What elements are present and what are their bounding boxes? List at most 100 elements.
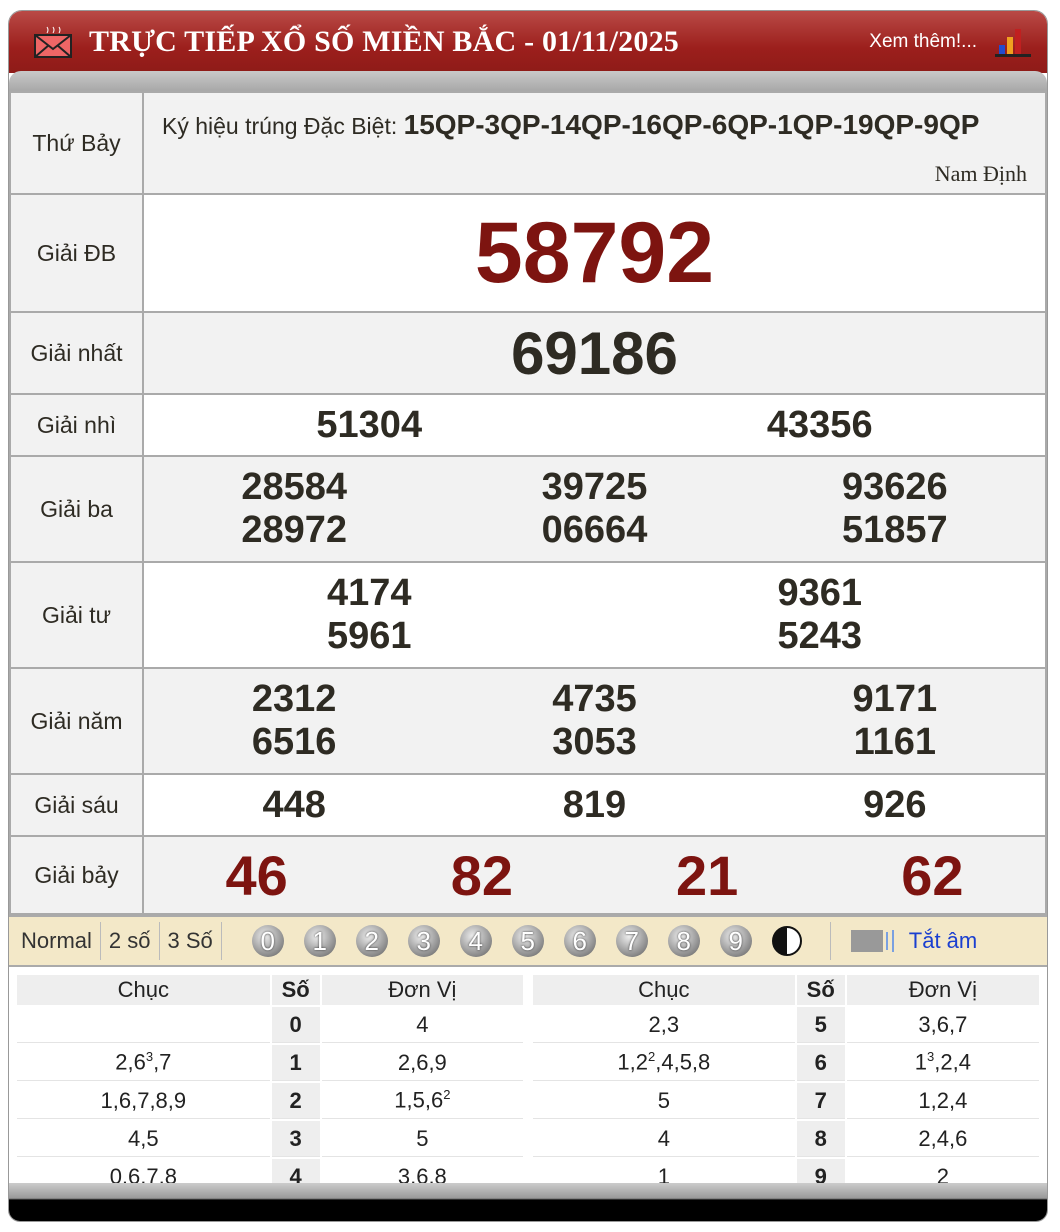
digit-ball-3[interactable]: 3	[407, 925, 440, 957]
loto-row: 2,3 5 3,6,7	[533, 1007, 1039, 1043]
prize-number: 58792	[474, 204, 715, 301]
loto-units: 1,2,4	[846, 1083, 1039, 1119]
header: TRỰC TIẾP XỔ SỐ MIỀN BẮC - 01/11/2025 Xe…	[9, 11, 1047, 73]
prize-number: 9171	[852, 678, 938, 720]
results-table: Thứ Bảy Ký hiệu trúng Đặc Biệt: 15QP-3QP…	[9, 91, 1047, 915]
loto-header: Số	[271, 975, 320, 1005]
prize-number: 6516	[251, 721, 337, 763]
prize-label: Giải nhất	[9, 311, 144, 395]
loto-units: 1,5,62	[321, 1083, 523, 1119]
mail-icon	[34, 26, 72, 58]
prize-number: 21	[675, 843, 739, 907]
mute-link[interactable]: Tắt âm	[908, 928, 978, 953]
speaker-icon[interactable]	[850, 928, 897, 954]
prize-number: 9361	[777, 572, 863, 614]
loto-header: Số	[796, 975, 845, 1005]
info-row: Thứ Bảy Ký hiệu trúng Đặc Biệt: 15QP-3QP…	[9, 91, 1047, 195]
prize-label: Giải tư	[9, 561, 144, 669]
loto-digit: 5	[796, 1007, 845, 1043]
prize-number: 62	[901, 843, 964, 907]
prize-row: Giải nhất 69186	[9, 311, 1047, 395]
digit-ball-4[interactable]: 4	[459, 925, 492, 957]
results-panel: TRỰC TIẾP XỔ SỐ MIỀN BẮC - 01/11/2025 Xe…	[8, 10, 1048, 1222]
loto-header: Đơn Vị	[846, 975, 1039, 1005]
digit-ball-8[interactable]: 8	[667, 925, 700, 957]
digit-ball-2[interactable]: 2	[355, 925, 388, 957]
loto-units: 2,4,6	[846, 1121, 1039, 1157]
prize-number: 51857	[841, 509, 948, 551]
prize-number: 4174	[326, 572, 412, 614]
prize-label: Giải năm	[9, 667, 144, 775]
prize-number: 5961	[326, 615, 412, 657]
prize-number: 819	[562, 783, 627, 826]
loto-table-left: Chục Số Đơn Vị 0 4 2,63,7 1 2,6,9 1,6,7,8,9 2 1,5,…	[15, 973, 525, 1197]
prize-row: Giải năm 2312 4735 9171 6516 3053 1161	[9, 667, 1047, 775]
page-title: TRỰC TIẾP XỔ SỐ MIỀN BẮC - 01/11/2025	[89, 25, 679, 58]
prize-row: Giải sáu 448 819 926	[9, 773, 1047, 837]
loto-row: 5 7 1,2,4	[533, 1083, 1039, 1119]
digit-ball-6[interactable]: 6	[563, 925, 596, 957]
prize-row: Giải tư 4174 9361 5961 5243	[9, 561, 1047, 669]
prize-number: 39725	[541, 466, 648, 508]
loto-digit: 8	[796, 1121, 845, 1157]
loto-row: 4 8 2,4,6	[533, 1121, 1039, 1157]
prize-label: Giải bảy	[9, 835, 144, 915]
loto-tens	[17, 1007, 270, 1043]
mode-normal[interactable]: Normal	[21, 928, 92, 953]
loto-digit: 0	[271, 1007, 320, 1043]
loto-units: 2,6,9	[321, 1045, 523, 1081]
prize-number: 69186	[511, 319, 678, 387]
prize-number: 5243	[777, 615, 863, 657]
symbol-label: Ký hiệu trúng Đặc Biệt:	[162, 113, 398, 139]
footer-bar	[9, 1183, 1047, 1221]
loto-units: 4	[321, 1007, 523, 1043]
weekday: Thứ Bảy	[9, 91, 144, 195]
prize-number: 926	[863, 783, 927, 826]
digit-ball-7[interactable]: 7	[615, 925, 648, 957]
loto-tens: 1,22,4,5,8	[533, 1045, 795, 1081]
prize-row: Giải ĐB 58792	[9, 193, 1047, 313]
loto-digit: 6	[796, 1045, 845, 1081]
prize-label: Giải nhì	[9, 393, 144, 457]
prize-number: 51304	[316, 403, 423, 446]
prize-number: 43356	[766, 403, 873, 446]
chart-icon[interactable]	[995, 27, 1031, 57]
prize-number: 28584	[241, 466, 347, 508]
prize-number: 1161	[853, 721, 937, 763]
mode-3-digits[interactable]: 3 Số	[167, 928, 213, 953]
loto-tens: 5	[533, 1083, 795, 1119]
loto-tens: 2,63,7	[17, 1045, 270, 1081]
digit-ball-0[interactable]: 0	[251, 925, 284, 957]
prize-row: Giải nhì 51304 43356	[9, 393, 1047, 457]
loto-row: 2,63,7 1 2,6,9	[17, 1045, 523, 1081]
prize-number: 82	[450, 843, 514, 907]
symbol-value: 15QP-3QP-14QP-16QP-6QP-1QP-19QP-9QP	[403, 109, 980, 140]
see-more-link[interactable]: Xem thêm!...	[869, 31, 977, 52]
digit-ball-1[interactable]: 1	[303, 925, 336, 957]
loto-table-right: Chục Số Đơn Vị 2,3 5 3,6,7 1,22,4,5,8 6 13,2,4 5 7…	[531, 973, 1041, 1197]
loto-digit: 3	[271, 1121, 320, 1157]
yin-yang-icon[interactable]	[771, 926, 802, 956]
loto-tables: Chục Số Đơn Vị 0 4 2,63,7 1 2,6,9 1,6,7,8,9 2 1,5,…	[9, 967, 1047, 1197]
digit-ball-5[interactable]: 5	[511, 925, 544, 957]
loto-digit: 7	[796, 1083, 845, 1119]
prize-number: 3053	[552, 721, 637, 763]
loto-header: Đơn Vị	[321, 975, 523, 1005]
loto-tens: 1,6,7,8,9	[17, 1083, 270, 1119]
digit-ball-9[interactable]: 9	[719, 925, 752, 957]
loto-header: Chục	[17, 975, 270, 1005]
loto-tens: 2,3	[533, 1007, 795, 1043]
loto-row: 1,6,7,8,9 2 1,5,62	[17, 1083, 523, 1119]
prize-number: 06664	[541, 509, 648, 551]
prize-label: Giải ĐB	[9, 193, 144, 313]
loto-row: 4,5 3 5	[17, 1121, 523, 1157]
loto-digit: 1	[271, 1045, 320, 1081]
mode-2-digits[interactable]: 2 số	[108, 928, 151, 953]
prize-number: 46	[225, 843, 288, 907]
prize-number: 93626	[841, 466, 948, 508]
prize-number: 2312	[251, 678, 337, 720]
prize-number: 448	[262, 783, 326, 826]
loto-tens: 4	[533, 1121, 795, 1157]
